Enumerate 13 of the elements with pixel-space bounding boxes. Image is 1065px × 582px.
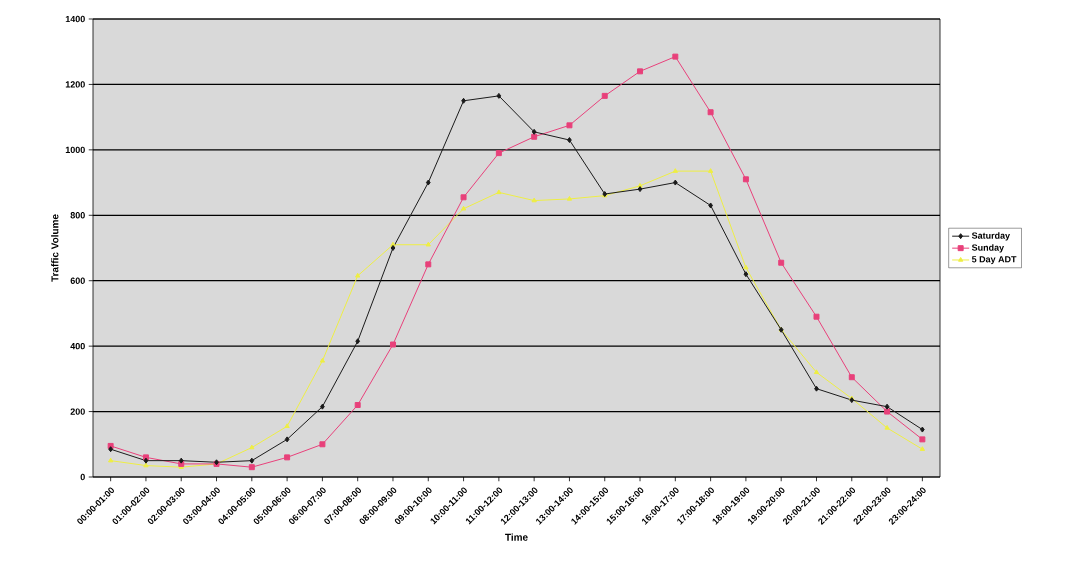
y-tick-label: 600 xyxy=(70,277,85,284)
y-tick-label: 1400 xyxy=(65,15,85,23)
legend-label: Sunday xyxy=(971,244,1004,253)
x-axis-title: Time xyxy=(505,533,528,541)
y-tick-label: 200 xyxy=(70,408,85,415)
legend-label: Saturday xyxy=(971,232,1010,241)
y-tick-label: 0 xyxy=(80,473,85,481)
y-tick-label: 1000 xyxy=(65,146,85,154)
y-tick-label: 400 xyxy=(70,342,85,350)
y-tick-label: 800 xyxy=(70,212,85,219)
legend-label: 5 Day ADT xyxy=(971,256,1017,265)
y-tick-label: 1200 xyxy=(65,81,85,88)
y-axis-title: Traffic Volume xyxy=(51,214,59,282)
